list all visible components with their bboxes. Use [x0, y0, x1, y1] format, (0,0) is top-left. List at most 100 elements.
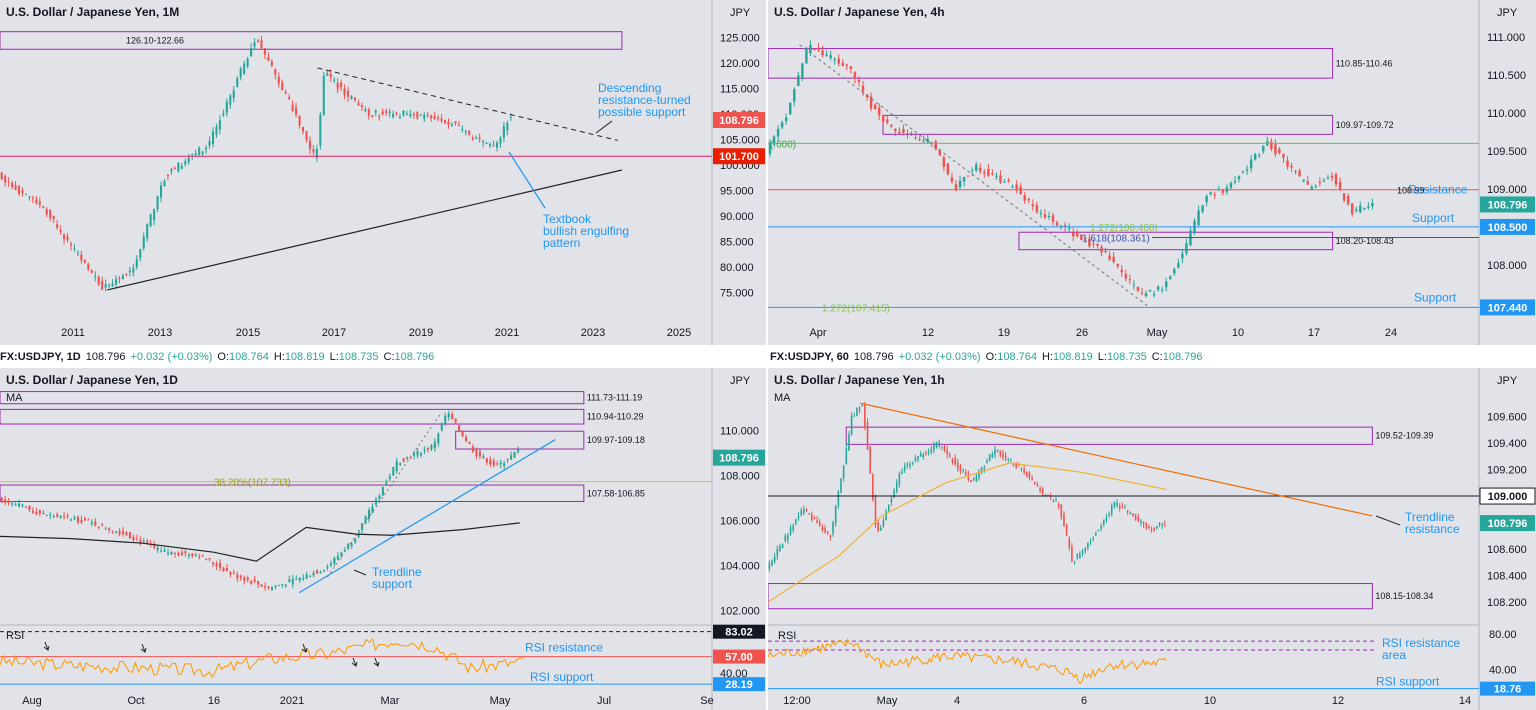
candle	[967, 473, 970, 480]
candle	[1148, 526, 1150, 528]
panel-usdjpy-4h[interactable]: U.S. Dollar / Japanese Yen, 4h JPY 111.000…	[767, 0, 1536, 345]
candle	[885, 511, 887, 521]
candle	[975, 475, 978, 482]
candle	[295, 107, 298, 115]
candle	[205, 147, 208, 150]
candle	[1023, 195, 1026, 201]
candle	[816, 520, 818, 524]
candle	[1011, 186, 1014, 188]
candle	[187, 157, 190, 163]
candle	[388, 476, 391, 479]
x-tick-label: May	[877, 695, 898, 707]
candle	[970, 479, 972, 483]
candle	[398, 116, 402, 118]
candle	[471, 137, 474, 140]
candle	[232, 572, 235, 574]
candle	[1177, 263, 1180, 268]
candle	[919, 453, 922, 457]
candle	[930, 449, 933, 452]
ma-indicator-label: MA	[774, 392, 791, 404]
candle	[1076, 554, 1079, 558]
chart-title: U.S. Dollar / Japanese Yen, 1M	[6, 5, 179, 19]
candle	[374, 499, 377, 505]
candle	[933, 443, 935, 450]
zone-label: 126.10-122.66	[126, 35, 184, 45]
candle	[42, 512, 45, 514]
candle	[789, 103, 792, 115]
candle	[980, 467, 983, 473]
supply-demand-zone	[455, 430, 585, 450]
candle	[90, 522, 93, 524]
annotation-text: pattern	[543, 236, 580, 250]
candle	[406, 457, 409, 459]
candle	[243, 63, 246, 75]
candle	[454, 121, 457, 124]
candle	[1241, 170, 1245, 173]
candle	[222, 113, 225, 116]
candle	[872, 474, 874, 501]
candle	[789, 527, 792, 535]
x-tick-label: 2017	[322, 327, 346, 339]
candle	[1112, 256, 1115, 263]
candle	[212, 562, 215, 565]
candle	[260, 584, 263, 587]
zone-label: 108.20-108.43	[1336, 236, 1394, 246]
candle	[890, 124, 893, 127]
candle	[848, 434, 850, 451]
candle	[1102, 519, 1105, 525]
candle	[329, 73, 332, 78]
candle	[329, 563, 332, 566]
price-tag-text: 107.440	[1488, 302, 1528, 314]
candle	[35, 511, 38, 515]
candle	[312, 149, 315, 153]
candle	[1367, 206, 1370, 208]
candle	[1121, 506, 1124, 508]
abcd-projection-line	[799, 44, 1149, 308]
candle	[1003, 181, 1006, 183]
candle	[845, 64, 849, 66]
x-tick-label: Se	[700, 695, 713, 707]
candle	[1140, 292, 1144, 294]
candle	[426, 115, 429, 117]
candle	[302, 577, 305, 579]
candle	[281, 82, 284, 91]
candle	[326, 73, 329, 76]
panel-usdjpy-1h[interactable]: U.S. Dollar / Japanese Yen, 1h JPY MA 109.6…	[767, 368, 1536, 710]
candle	[1031, 204, 1035, 207]
candle	[409, 457, 412, 459]
y-tick-label: 105.000	[720, 134, 760, 146]
candle	[1124, 507, 1126, 509]
panel-usdjpy-1m[interactable]: U.S. Dollar / Japanese Yen, 1M JPY 125.000…	[0, 0, 766, 345]
candle	[1092, 243, 1095, 245]
candle	[866, 422, 869, 450]
candle	[1095, 533, 1097, 536]
candle	[132, 267, 135, 273]
candle	[111, 530, 114, 532]
candle	[104, 528, 107, 530]
candle	[218, 562, 222, 568]
candle	[1015, 184, 1018, 190]
candle	[319, 571, 322, 574]
candle	[38, 201, 41, 205]
candle	[917, 456, 919, 461]
candle	[295, 579, 298, 581]
candle	[423, 114, 426, 119]
y-tick-label: 109.400	[1487, 438, 1527, 450]
candle	[378, 495, 381, 500]
candle	[450, 124, 453, 126]
candle	[840, 478, 842, 493]
x-tick-label: 10	[1232, 327, 1244, 339]
candle	[966, 175, 970, 177]
candle	[1173, 268, 1176, 274]
candle	[516, 449, 520, 452]
candle	[856, 407, 858, 417]
candle	[962, 469, 964, 471]
candle	[803, 509, 805, 514]
candle	[63, 515, 66, 517]
candle	[90, 270, 93, 273]
y-tick-label: 108.600	[1487, 544, 1527, 556]
panel-usdjpy-1d[interactable]: U.S. Dollar / Japanese Yen, 1D JPY MA 110.0…	[0, 368, 766, 710]
y-tick-label: 108.000	[720, 471, 760, 483]
candle	[83, 518, 86, 521]
